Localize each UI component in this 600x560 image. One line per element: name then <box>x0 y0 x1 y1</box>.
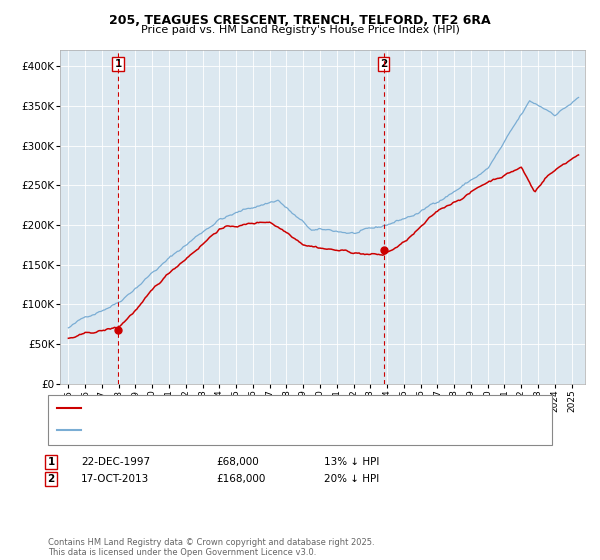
Text: £168,000: £168,000 <box>216 474 265 484</box>
Text: 1: 1 <box>115 59 122 69</box>
Text: 1: 1 <box>47 457 55 467</box>
Text: 13% ↓ HPI: 13% ↓ HPI <box>324 457 379 467</box>
Text: Price paid vs. HM Land Registry's House Price Index (HPI): Price paid vs. HM Land Registry's House … <box>140 25 460 35</box>
Text: 205, TEAGUES CRESCENT, TRENCH, TELFORD, TF2 6RA: 205, TEAGUES CRESCENT, TRENCH, TELFORD, … <box>109 14 491 27</box>
Text: Contains HM Land Registry data © Crown copyright and database right 2025.
This d: Contains HM Land Registry data © Crown c… <box>48 538 374 557</box>
Text: 205, TEAGUES CRESCENT, TRENCH, TELFORD, TF2 6RA (detached house): 205, TEAGUES CRESCENT, TRENCH, TELFORD, … <box>87 403 452 413</box>
Text: 2: 2 <box>47 474 55 484</box>
Text: 20% ↓ HPI: 20% ↓ HPI <box>324 474 379 484</box>
Text: 17-OCT-2013: 17-OCT-2013 <box>81 474 149 484</box>
Text: HPI: Average price, detached house, Telford and Wrekin: HPI: Average price, detached house, Telf… <box>87 425 364 435</box>
Text: 22-DEC-1997: 22-DEC-1997 <box>81 457 150 467</box>
Text: £68,000: £68,000 <box>216 457 259 467</box>
Text: 2: 2 <box>380 59 387 69</box>
